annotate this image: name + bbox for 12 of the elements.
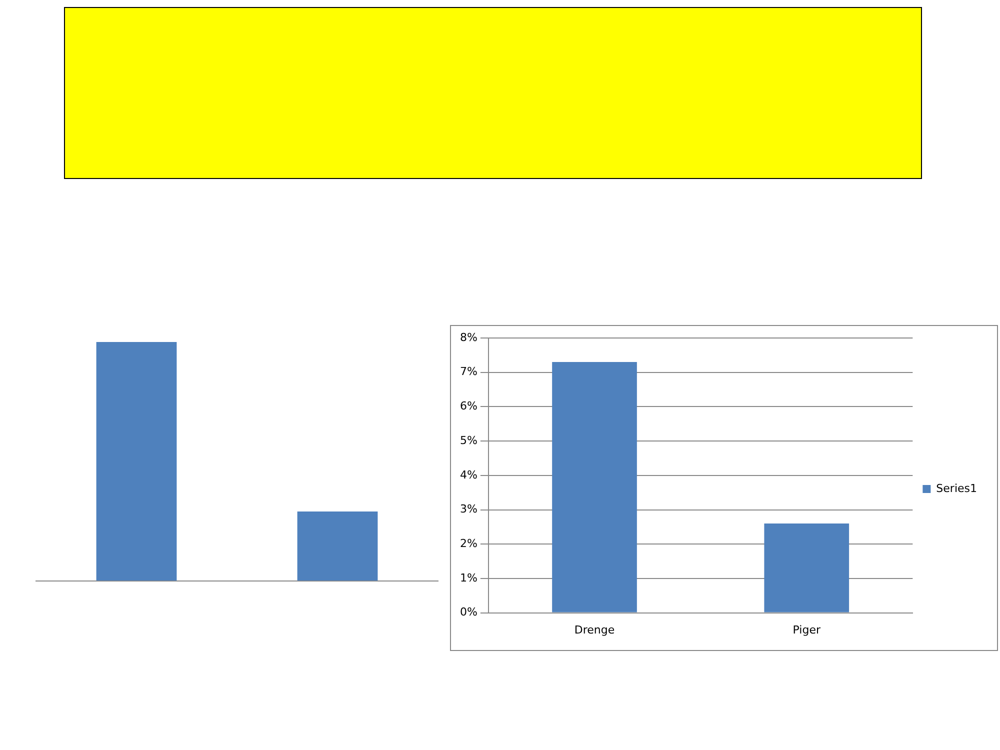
y-tick-label: 6% bbox=[460, 400, 478, 413]
y-tick-label: 0% bbox=[460, 606, 478, 619]
y-tick-label: 3% bbox=[460, 502, 478, 516]
x-tick-label: Piger bbox=[792, 623, 821, 636]
y-tick-label: 7% bbox=[460, 365, 478, 378]
y-tick-label: 8% bbox=[460, 330, 478, 344]
legend-label: Series1 bbox=[936, 482, 977, 495]
x-tick-label: Drenge bbox=[574, 623, 615, 636]
y-tick-label: 5% bbox=[460, 434, 478, 447]
y-tick-label: 2% bbox=[460, 536, 478, 550]
y-tick-label: 4% bbox=[460, 468, 478, 482]
y-tick-label: 1% bbox=[460, 571, 478, 584]
